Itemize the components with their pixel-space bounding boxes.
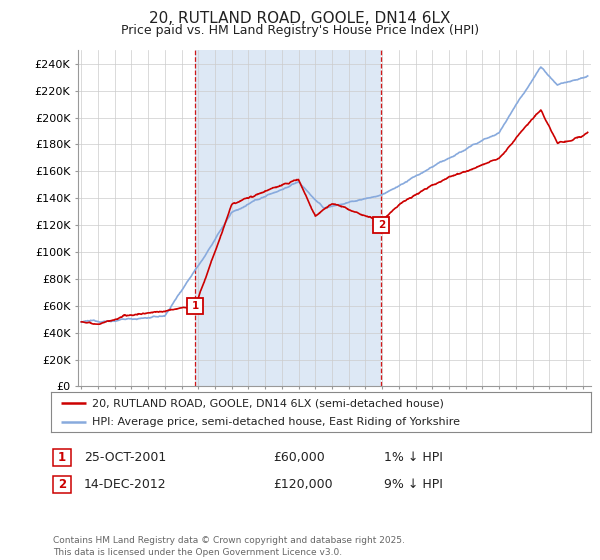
Text: 25-OCT-2001: 25-OCT-2001	[84, 451, 166, 464]
Text: Contains HM Land Registry data © Crown copyright and database right 2025.
This d: Contains HM Land Registry data © Crown c…	[53, 536, 404, 557]
Bar	[196, 50, 382, 386]
Text: 1: 1	[58, 451, 66, 464]
Text: 2: 2	[58, 478, 66, 491]
Text: 9% ↓ HPI: 9% ↓ HPI	[384, 478, 443, 491]
Text: HPI: Average price, semi-detached house, East Riding of Yorkshire: HPI: Average price, semi-detached house,…	[91, 417, 460, 427]
Text: 1: 1	[191, 301, 199, 311]
Text: £120,000: £120,000	[273, 478, 332, 491]
Text: 1% ↓ HPI: 1% ↓ HPI	[384, 451, 443, 464]
Text: 20, RUTLAND ROAD, GOOLE, DN14 6LX (semi-detached house): 20, RUTLAND ROAD, GOOLE, DN14 6LX (semi-…	[91, 398, 443, 408]
Text: 14-DEC-2012: 14-DEC-2012	[84, 478, 167, 491]
Text: 20, RUTLAND ROAD, GOOLE, DN14 6LX: 20, RUTLAND ROAD, GOOLE, DN14 6LX	[149, 11, 451, 26]
Text: Price paid vs. HM Land Registry's House Price Index (HPI): Price paid vs. HM Land Registry's House …	[121, 24, 479, 36]
Text: 2: 2	[378, 220, 385, 230]
Text: £60,000: £60,000	[273, 451, 325, 464]
